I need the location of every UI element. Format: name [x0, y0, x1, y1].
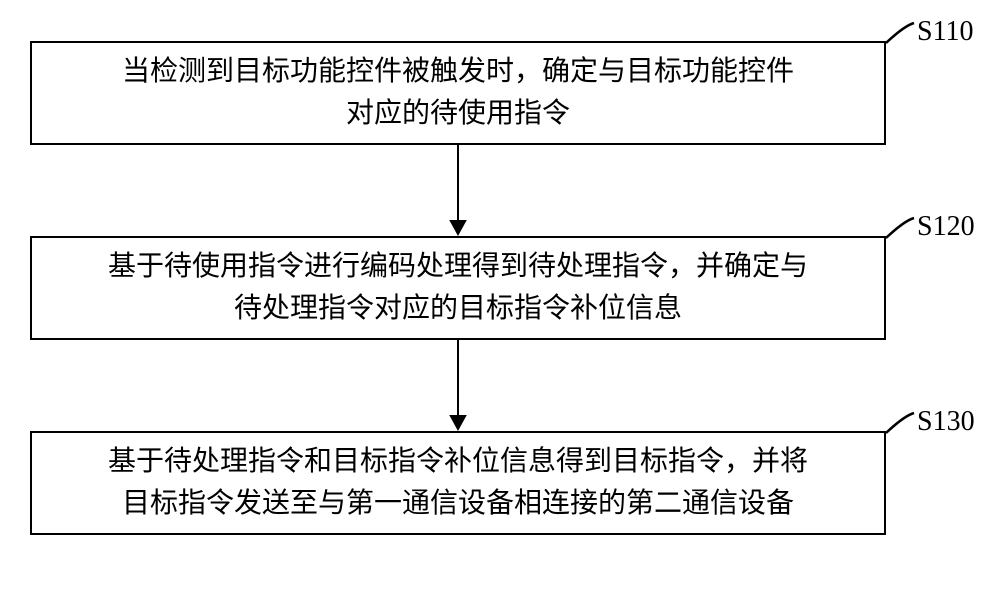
- flowchart-node-s110: 当检测到目标功能控件被触发时，确定与目标功能控件 对应的待使用指令: [30, 41, 886, 145]
- step-label-s130: S130: [917, 406, 975, 438]
- flowchart-node-s130: 基于待处理指令和目标指令补位信息得到目标指令，并将 目标指令发送至与第一通信设备…: [30, 431, 886, 535]
- node-text-line1: 当检测到目标功能控件被触发时，确定与目标功能控件: [122, 56, 794, 87]
- flowchart-canvas: 当检测到目标功能控件被触发时，确定与目标功能控件 对应的待使用指令 S110 基…: [0, 0, 1000, 589]
- flowchart-node-s120: 基于待使用指令进行编码处理得到待处理指令，并确定与 待处理指令对应的目标指令补位…: [30, 236, 886, 340]
- step-label-s110: S110: [917, 16, 974, 48]
- node-text-line2: 目标指令发送至与第一通信设备相连接的第二通信设备: [122, 488, 794, 519]
- step-label-s120: S120: [917, 211, 975, 243]
- node-text-line1: 基于待使用指令进行编码处理得到待处理指令，并确定与: [108, 251, 808, 282]
- node-text-line2: 对应的待使用指令: [346, 98, 570, 129]
- node-text-line2: 待处理指令对应的目标指令补位信息: [234, 293, 682, 324]
- node-text-line1: 基于待处理指令和目标指令补位信息得到目标指令，并将: [108, 446, 808, 477]
